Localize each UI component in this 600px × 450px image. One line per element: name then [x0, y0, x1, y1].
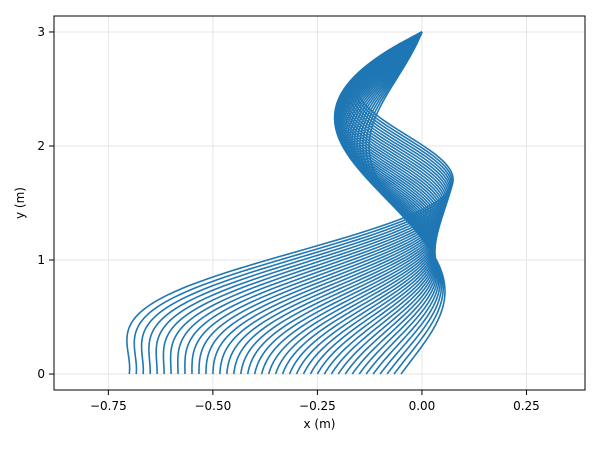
x-axis-label: x (m)	[304, 417, 336, 431]
trajectory-line	[274, 31, 438, 375]
x-tick-label: −0.75	[90, 399, 127, 413]
y-axis-label: y (m)	[13, 187, 27, 219]
trajectory-line	[253, 31, 440, 375]
trajectory-line	[246, 31, 440, 375]
trajectory-line	[295, 31, 437, 375]
trajectory-line	[368, 31, 446, 375]
y-axis: 0 1 2 3	[37, 25, 54, 381]
trajectory-line	[288, 31, 437, 375]
curve-family	[126, 31, 454, 375]
trajectory-line	[281, 31, 437, 375]
trajectory-line	[267, 31, 438, 375]
trajectory-line	[309, 31, 436, 375]
y-tick-label: 1	[37, 253, 45, 267]
trajectory-line	[330, 31, 436, 375]
x-tick-label: 0.25	[513, 399, 540, 413]
y-tick-label: 2	[37, 139, 45, 153]
y-tick-label: 0	[37, 367, 45, 381]
x-axis: −0.75 −0.50 −0.25 0.00 0.25	[90, 390, 540, 413]
trajectory-line	[323, 31, 436, 375]
trajectory-line	[260, 31, 439, 375]
x-tick-label: 0.00	[409, 399, 436, 413]
trajectory-line	[302, 31, 436, 375]
x-tick-label: −0.25	[299, 399, 336, 413]
x-tick-label: −0.50	[194, 399, 231, 413]
trajectory-line	[316, 31, 436, 375]
plot-frame	[53, 15, 586, 391]
y-tick-label: 3	[37, 25, 45, 39]
grid	[54, 16, 585, 390]
trajectory-line	[365, 31, 444, 375]
